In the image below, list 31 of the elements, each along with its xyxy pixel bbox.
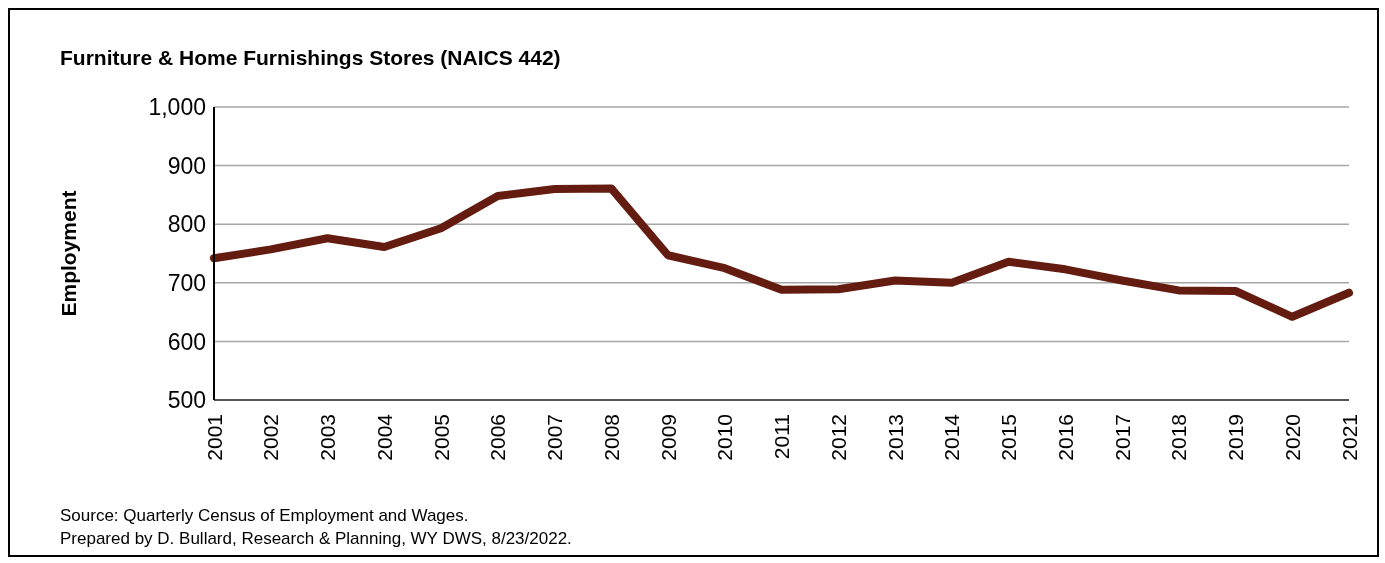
y-tick-label: 800 [167,211,206,238]
x-tick-label: 2019 [1224,414,1247,461]
x-tick-label: 2016 [1053,414,1077,461]
chart-title: Furniture & Home Furnishings Stores (NAICS 442) [60,46,561,70]
x-tick-label: 2010 [713,414,737,461]
source-note: Source: Quarterly Census of Employment and Wages. [60,505,470,527]
y-axis-title: Employment [57,190,81,317]
x-tick-label: 2012 [826,414,850,461]
y-tick-label: 600 [167,328,206,355]
x-tick-label: 2011 [770,414,793,460]
x-tick-label: 2018 [1167,414,1191,461]
x-tick-label: 2008 [599,414,623,461]
x-tick-label: 2001 [202,414,226,461]
x-tick-label: 2009 [656,414,680,461]
x-tick-label: 2004 [372,413,396,461]
y-tick-label: 700 [167,269,206,296]
y-tick-label: 500 [167,387,206,414]
y-tick-label: 1,000 [148,94,206,121]
x-tick-label: 2013 [883,414,907,461]
x-tick-label: 2021 [1337,414,1361,461]
x-tick-label: 2006 [486,414,510,461]
text: Prepared by D. Bullard, Research & Planning, WY DWS, 8/23/2022. [60,528,572,550]
x-tick-label: 2005 [429,414,453,461]
x-tick-label: 2017 [1110,414,1134,461]
x-tick-label: 2014 [940,413,964,461]
y-tick-label: 900 [167,152,206,179]
x-tick-label: 2015 [997,414,1020,461]
x-tick-label: 2003 [316,414,339,461]
x-tick-label: 2002 [259,414,283,461]
x-tick-label: 2007 [543,414,566,461]
x-tick-label: 2020 [1280,414,1304,461]
